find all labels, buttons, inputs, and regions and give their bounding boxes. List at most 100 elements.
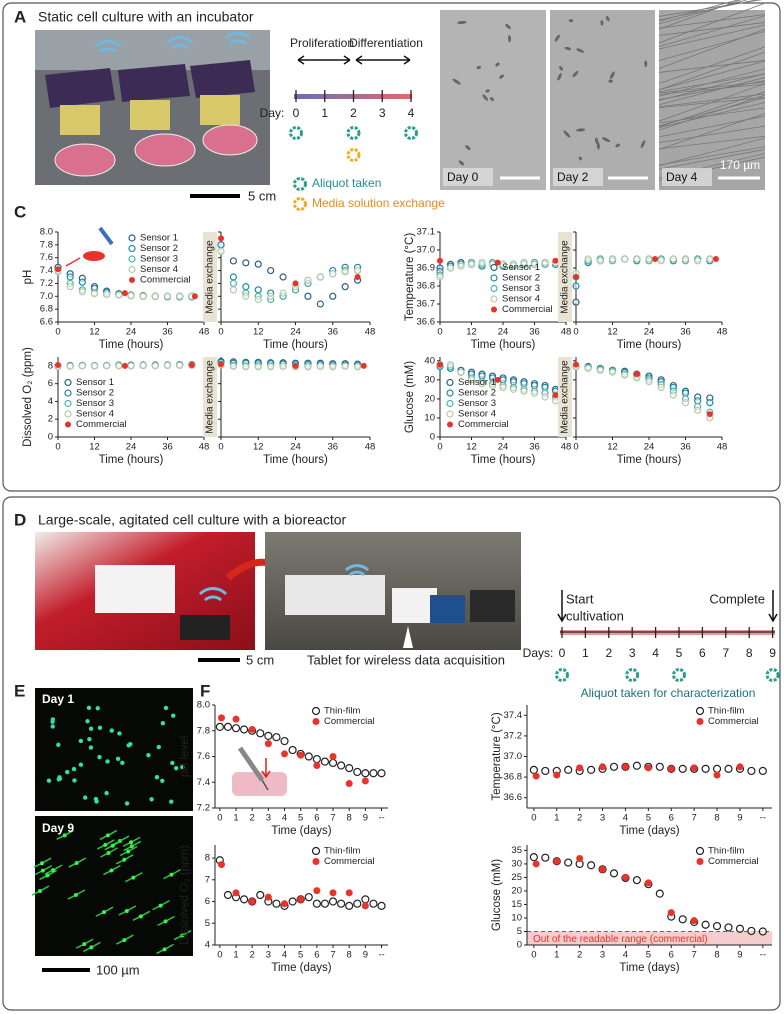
data-point	[329, 753, 337, 760]
fiber	[658, 73, 766, 93]
aliquot-icon	[765, 668, 780, 682]
legend-text: Media solution exchange	[312, 196, 445, 210]
x-tick-label: 24	[498, 327, 509, 338]
cell	[89, 945, 94, 950]
scale-label: 100 µm	[96, 962, 140, 977]
data-point	[446, 264, 455, 272]
data-point	[288, 745, 297, 755]
legend-label: Sensor 1	[502, 262, 540, 273]
image-label: Day 1	[42, 692, 74, 706]
data-point	[345, 901, 354, 910]
cell	[508, 35, 512, 43]
cell	[173, 765, 179, 771]
y-tick-label: 8	[48, 360, 53, 371]
y-tick-label: 8	[205, 853, 210, 864]
data-point	[541, 853, 550, 862]
y-tick-label: 40	[424, 355, 435, 366]
data-point	[694, 406, 702, 414]
data-point	[494, 376, 501, 383]
cell	[169, 872, 174, 877]
cell	[149, 797, 154, 802]
day-label: 6	[699, 646, 706, 660]
data-point	[644, 879, 652, 887]
data-point	[345, 889, 353, 897]
y-tick-label: 30	[424, 374, 435, 385]
data-point	[279, 289, 287, 297]
legend-marker	[446, 389, 454, 397]
data-point	[701, 764, 710, 773]
y-tick-label: 7	[205, 874, 210, 885]
data-point	[256, 729, 265, 738]
data-point	[509, 385, 518, 393]
data-point	[151, 292, 159, 300]
y-axis-label: pH	[22, 270, 34, 285]
data-point	[377, 769, 386, 778]
data-point	[337, 899, 346, 908]
data-point	[457, 262, 465, 270]
data-point	[313, 887, 321, 895]
y-axis-label: Glucose (mM)	[404, 361, 416, 433]
data-point	[667, 765, 675, 773]
data-point	[115, 362, 123, 370]
y-tick-label: 7.6	[197, 751, 210, 762]
cell	[62, 833, 67, 838]
data-point	[520, 380, 528, 388]
data-point	[621, 371, 629, 379]
cell	[458, 160, 465, 166]
fiber	[658, 73, 766, 101]
x-tick-label: 24	[126, 327, 137, 338]
data-point	[655, 762, 664, 771]
data-point	[280, 736, 289, 746]
x-tick-label: 36	[529, 327, 540, 338]
data-point	[553, 857, 561, 865]
cell	[71, 766, 77, 772]
x-tick-label: 3	[266, 813, 271, 824]
cell	[105, 759, 110, 764]
syringe-inset	[232, 746, 287, 796]
data-point	[457, 368, 465, 376]
data-point	[217, 247, 225, 255]
cell	[596, 142, 600, 150]
data-point	[320, 757, 330, 766]
data-point	[90, 290, 99, 298]
fiber	[658, 14, 766, 29]
fiber	[658, 60, 766, 91]
data-point	[706, 399, 714, 407]
legend-label: Sensor 3	[458, 398, 496, 409]
cell	[609, 71, 615, 80]
data-point	[151, 362, 159, 370]
cell	[576, 48, 585, 53]
cell	[138, 914, 143, 919]
x-tick-label: 6	[314, 813, 319, 824]
start-label: Start	[566, 591, 594, 606]
data-point	[229, 257, 238, 265]
fiber	[658, 93, 766, 108]
y-tick-label: 6.6	[40, 317, 53, 328]
legend-label: Commercial	[708, 716, 759, 727]
x-tick-label: 48	[365, 442, 376, 453]
data-point	[176, 361, 184, 370]
legend-marker	[490, 263, 498, 272]
data-point	[488, 381, 497, 390]
y-tick-label: 0	[430, 432, 435, 443]
y-tick-label: 7.0	[40, 291, 53, 302]
image-label: Day 2	[557, 170, 589, 184]
y-tick-label: 37.0	[417, 245, 436, 256]
data-point	[645, 378, 653, 386]
data-point	[735, 924, 745, 933]
y-tick-label: 7.8	[40, 239, 53, 250]
data-point	[494, 259, 501, 266]
cell	[97, 725, 103, 730]
cell	[162, 947, 167, 952]
panel-title: Static cell culture with an incubator	[38, 9, 254, 25]
x-tick-label: 48	[717, 327, 728, 338]
x-tick-label: 0	[218, 327, 223, 338]
x-axis-label: Time (days)	[619, 962, 679, 974]
day-label: 8	[746, 646, 753, 660]
data-point	[139, 361, 147, 370]
cell	[608, 79, 613, 83]
data-point	[701, 920, 710, 929]
data-point	[436, 273, 444, 281]
cell	[126, 849, 131, 854]
legend-marker	[64, 389, 72, 397]
